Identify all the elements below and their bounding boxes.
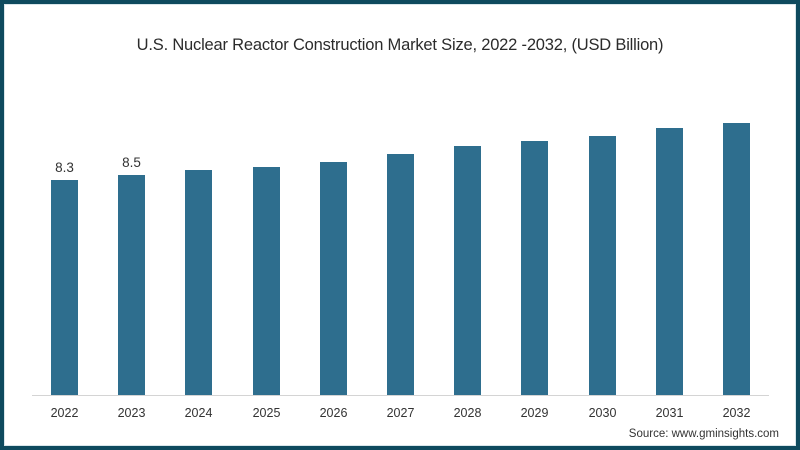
x-tick-label: 2029 <box>520 406 549 420</box>
bar-value-label: 8.5 <box>122 155 141 170</box>
source-note: Source: www.gminsights.com <box>628 428 779 440</box>
bar-2032 <box>723 123 750 395</box>
bar-2025 <box>253 167 280 395</box>
bar-2026 <box>320 162 347 395</box>
x-tick-label: 2026 <box>319 406 348 420</box>
x-tick-label: 2025 <box>252 406 281 420</box>
bar-2024 <box>185 170 212 395</box>
bar-2028 <box>454 146 481 395</box>
bar-2023 <box>118 175 145 395</box>
bar-2030 <box>589 136 616 395</box>
bar-value-label: 8.3 <box>55 160 74 175</box>
x-tick-label: 2024 <box>184 406 213 420</box>
x-tick-label: 2032 <box>722 406 751 420</box>
chart-title: U.S. Nuclear Reactor Construction Market… <box>136 36 664 54</box>
x-tick-label: 2027 <box>386 406 415 420</box>
x-axis-line <box>32 395 769 396</box>
x-tick-label: 2028 <box>453 406 482 420</box>
x-tick-label: 2022 <box>50 406 79 420</box>
bar-2031 <box>656 128 683 395</box>
bar-2027 <box>387 154 414 395</box>
x-tick-label: 2023 <box>117 406 146 420</box>
x-tick-label: 2030 <box>588 406 617 420</box>
bar-2022 <box>51 180 78 395</box>
x-tick-label: 2031 <box>655 406 684 420</box>
bar-2029 <box>521 141 548 395</box>
